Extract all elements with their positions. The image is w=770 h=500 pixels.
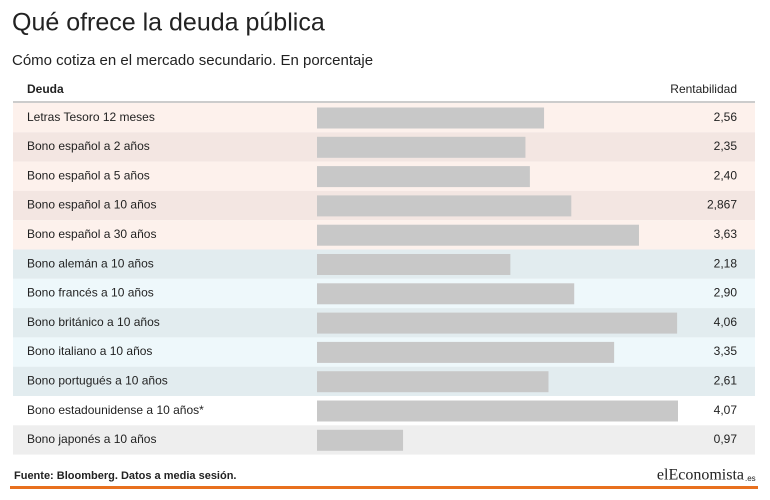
value-label: 3,35	[714, 344, 738, 358]
bar	[317, 224, 639, 246]
row-label: Bono británico a 10 años	[27, 315, 160, 329]
footer-rule	[10, 486, 758, 489]
logo: elEconomista	[657, 467, 744, 484]
row-label: Letras Tesoro 12 meses	[27, 110, 155, 124]
bar	[317, 254, 511, 275]
bar	[317, 283, 575, 305]
bar	[317, 341, 615, 363]
bar	[317, 166, 530, 188]
source: Fuente: Bloomberg. Datos a media sesión.	[14, 470, 237, 482]
value-label: 0,97	[714, 432, 738, 446]
value-label: 2,61	[714, 374, 738, 388]
logo-suffix: .es	[745, 474, 756, 483]
row-label: Bono español a 5 años	[27, 168, 150, 182]
bar	[317, 136, 526, 158]
row-label: Bono japonés a 10 años	[27, 432, 156, 446]
column-header: Rentabilidad	[670, 82, 737, 96]
column-header: Deuda	[27, 82, 64, 96]
row-label: Bono español a 30 años	[27, 227, 156, 241]
value-label: 2,35	[714, 139, 738, 153]
row-label: Bono francés a 10 años	[27, 286, 154, 300]
bar	[317, 107, 545, 129]
bar	[317, 371, 549, 393]
chart-title: Qué ofrece la deuda pública	[12, 9, 325, 37]
value-label: 2,90	[714, 286, 738, 300]
bar	[317, 400, 678, 422]
value-label: 4,06	[714, 315, 738, 329]
row-label: Bono alemán a 10 años	[27, 256, 154, 270]
bar	[317, 429, 404, 451]
row-label: Bono español a 10 años	[27, 198, 156, 212]
chart-subtitle: Cómo cotiza en el mercado secundario. En…	[12, 52, 373, 69]
row-label: Bono portugués a 10 años	[27, 374, 168, 388]
value-label: 3,63	[714, 227, 738, 241]
bar	[317, 312, 678, 334]
value-label: 2,56	[714, 110, 738, 124]
value-label: 4,07	[714, 403, 738, 417]
row-label: Bono italiano a 10 años	[27, 344, 152, 358]
value-label: 2,40	[714, 168, 738, 182]
value-label: 2,867	[707, 198, 737, 212]
value-label: 2,18	[714, 256, 738, 270]
bar	[317, 195, 572, 217]
row-label: Bono español a 2 años	[27, 139, 150, 153]
row-label: Bono estadounidense a 10 años*	[27, 403, 204, 417]
